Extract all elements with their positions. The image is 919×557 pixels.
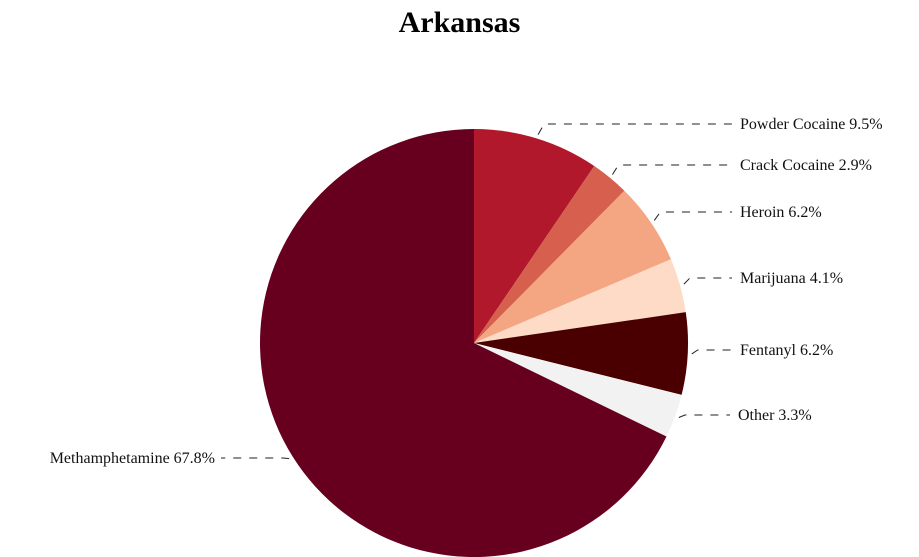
leader-line-other	[678, 414, 730, 418]
leader-line-heroin	[653, 211, 732, 221]
slice-label-marijuana: Marijuana 4.1%	[740, 270, 843, 287]
pie-slice-methamphetamine	[259, 129, 667, 557]
slice-label-methamphetamine: Methamphetamine 67.8%	[50, 450, 215, 467]
slice-label-fentanyl: Fentanyl 6.2%	[740, 342, 833, 359]
pie-slice-heroin	[474, 190, 671, 343]
leader-line-methamphetamine	[221, 457, 290, 460]
slice-label-powder-cocaine: Powder Cocaine 9.5%	[740, 116, 883, 133]
pie-slice-marijuana	[474, 259, 686, 343]
slice-label-heroin: Heroin 6.2%	[740, 204, 822, 221]
leader-line-marijuana	[683, 277, 732, 285]
pie-slices	[259, 129, 688, 557]
leader-line-crack-cocaine	[612, 164, 732, 175]
chart-title: Arkansas	[398, 6, 521, 39]
slice-label-crack-cocaine: Crack Cocaine 2.9%	[740, 157, 872, 174]
leader-lines	[221, 123, 732, 460]
pie-slice-other	[474, 343, 682, 437]
pie-slice-powder-cocaine	[474, 129, 595, 343]
pie-slice-crack-cocaine	[474, 166, 625, 343]
leader-line-fentanyl	[691, 349, 732, 355]
pie-slice-fentanyl	[474, 312, 688, 395]
leader-line-powder-cocaine	[537, 123, 732, 135]
slice-label-other: Other 3.3%	[738, 407, 812, 424]
slice-labels: Powder Cocaine 9.5% Crack Cocaine 2.9% Her…	[50, 116, 883, 467]
